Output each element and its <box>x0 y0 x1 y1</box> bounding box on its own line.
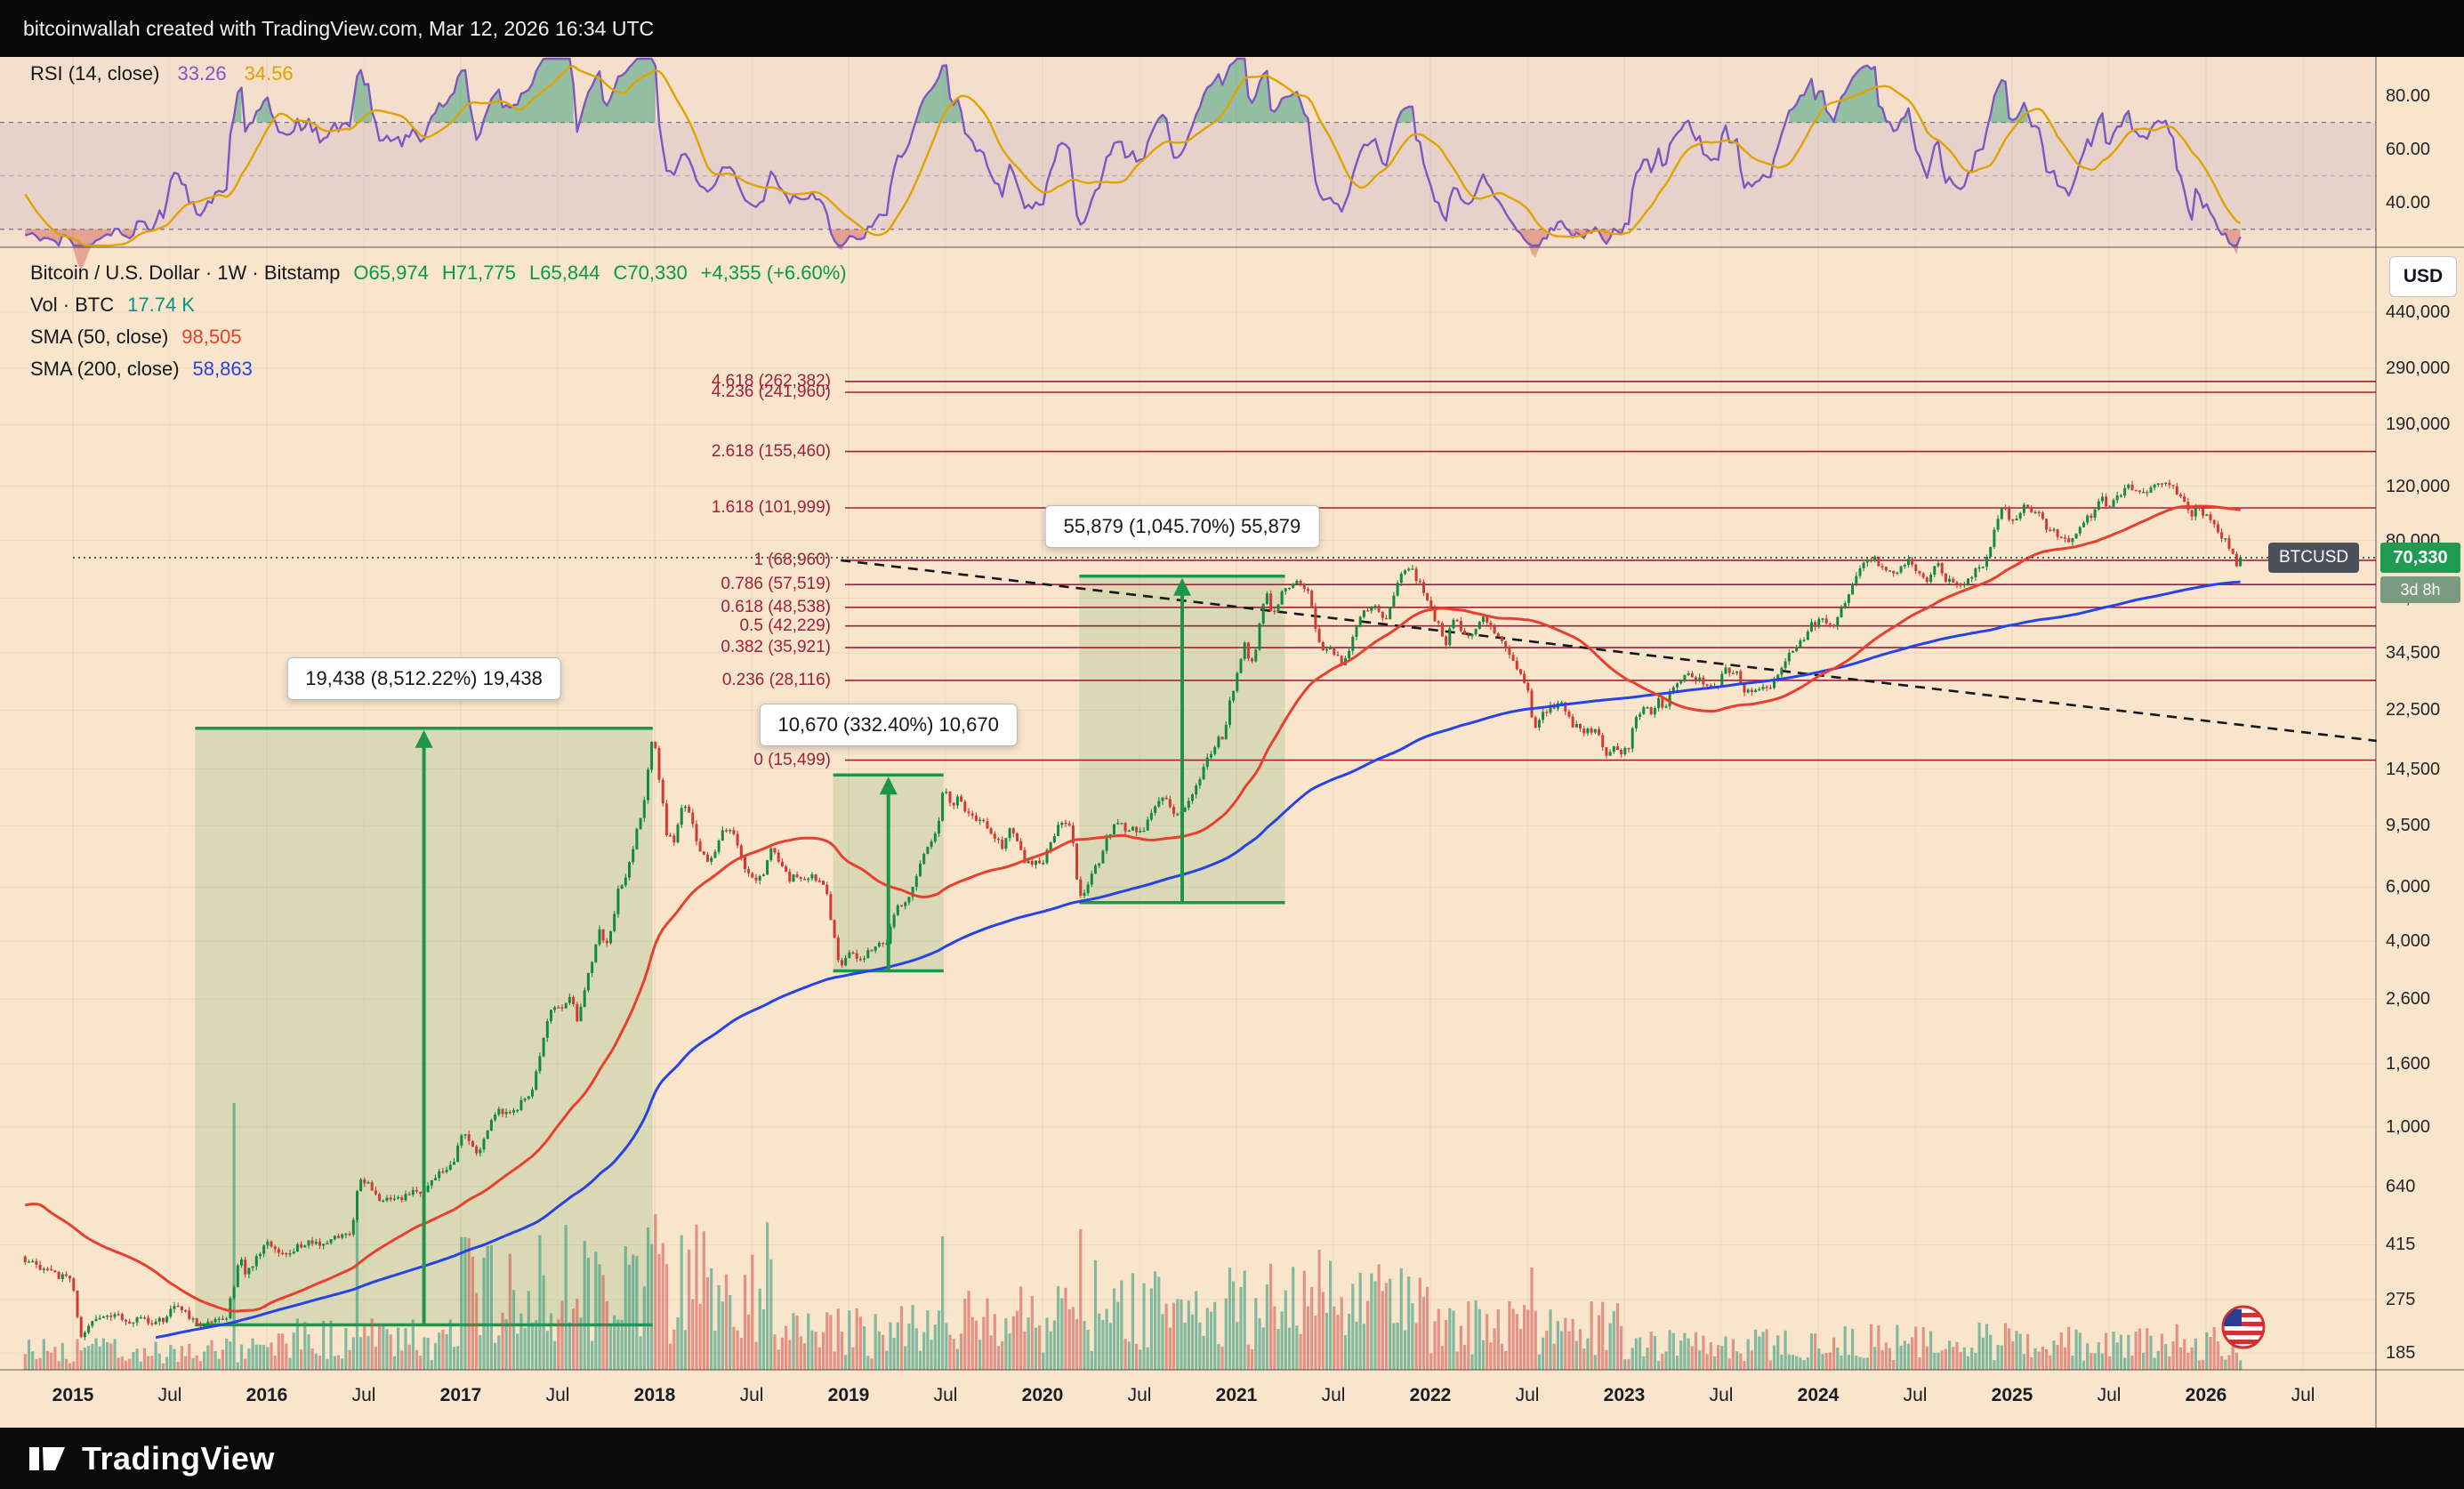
fib-level-label: 1 (68,960) <box>753 550 831 569</box>
time-axis-label: 2016 <box>246 1385 288 1405</box>
fib-level-label: 0.618 (48,538) <box>721 597 831 616</box>
time-axis-label: Jul <box>351 1385 376 1405</box>
time-axis-label: 2025 <box>1991 1385 2033 1405</box>
volume-row[interactable]: Vol · BTC 17.74 K <box>30 294 847 317</box>
price-scale-label: 290,000 <box>2386 358 2451 378</box>
rsi-scale-label: 80.00 <box>2386 85 2431 106</box>
time-axis-label: Jul <box>2097 1385 2122 1405</box>
time-axis-label: Jul <box>1321 1385 1346 1405</box>
price-scale[interactable]: 440,000290,000190,000120,00080,00052,000… <box>2386 0 2464 1428</box>
rsi-indicator-legend[interactable]: RSI (14, close) 33.26 34.56 <box>30 62 294 85</box>
fib-level-label: 0.382 (35,921) <box>721 638 831 657</box>
rsi-scale-label: 40.00 <box>2386 192 2431 213</box>
bar-countdown-badge: 3d 8h <box>2380 575 2460 603</box>
fib-level-label: 0.236 (28,116) <box>721 670 831 689</box>
time-axis-label: Jul <box>545 1385 570 1405</box>
price-scale-label: 9,500 <box>2386 816 2431 836</box>
time-axis[interactable]: 2015 Jul 2016 Jul 2017 Jul 2018 Jul 2019 Jul 2020 J… <box>0 1370 2464 1428</box>
time-axis-label: 2022 <box>1409 1385 1452 1405</box>
time-axis-label: 2024 <box>1797 1385 1840 1405</box>
ohlc-high: H71,775 <box>441 262 517 284</box>
symbol-legend: Bitcoin / U.S. Dollar · 1W · Bitstamp O6… <box>30 262 847 390</box>
symbol-ohlc-row[interactable]: Bitcoin / U.S. Dollar · 1W · Bitstamp O6… <box>30 262 847 285</box>
time-axis-label: 2017 <box>439 1385 482 1405</box>
footer-bar: TradingView <box>0 1428 2464 1489</box>
last-price-badge: 70,330 <box>2380 542 2460 573</box>
price-scale-label: 120,000 <box>2386 476 2451 496</box>
time-axis-label: Jul <box>2291 1385 2315 1405</box>
tradingview-logo-icon[interactable] <box>27 1438 68 1479</box>
price-scale-label: 640 <box>2386 1177 2416 1197</box>
fib-level-label: 0.5 (42,229) <box>739 616 831 635</box>
price-scale-label: 1,000 <box>2386 1117 2431 1138</box>
price-scale-label: 2,600 <box>2386 989 2431 1010</box>
attribution-text: bitcoinwallah created with TradingView.c… <box>23 16 655 40</box>
price-scale-label: 275 <box>2386 1290 2416 1310</box>
fib-level-label: 0.786 (57,519) <box>721 575 831 594</box>
time-axis-label: Jul <box>1515 1385 1540 1405</box>
time-axis-label: Jul <box>1903 1385 1928 1405</box>
price-scale-label: 190,000 <box>2386 415 2451 435</box>
time-axis-label: Jul <box>1709 1385 1734 1405</box>
price-scale-label: 14,500 <box>2386 759 2441 779</box>
rsi-ma-value: 34.56 <box>244 62 294 85</box>
time-axis-label: Jul <box>933 1385 958 1405</box>
price-scale-label: 4,000 <box>2386 931 2431 952</box>
volume-value: 17.74 K <box>127 294 195 316</box>
symbol-title: Bitcoin / U.S. Dollar · 1W · Bitstamp <box>30 262 341 284</box>
sma200-label: SMA (200, close) <box>30 358 180 380</box>
time-axis-label: 2015 <box>52 1385 94 1405</box>
fib-level-label: 1.618 (101,999) <box>711 497 831 517</box>
time-axis-label: 2018 <box>633 1385 676 1405</box>
sma50-row[interactable]: SMA (50, close) 98,505 <box>30 326 847 349</box>
time-axis-label: Jul <box>739 1385 764 1405</box>
symbol-badge: BTCUSD <box>2268 542 2360 573</box>
rsi-legend-title: RSI (14, close) <box>30 62 160 85</box>
time-axis-label: 2019 <box>827 1385 870 1405</box>
time-axis-label: 2026 <box>2185 1385 2227 1405</box>
publisher-logo-watermark <box>2220 1304 2267 1350</box>
price-scale-label: 6,000 <box>2386 877 2431 897</box>
rsi-value: 33.26 <box>177 62 227 85</box>
ohlc-close: C70,330 <box>613 262 688 284</box>
sma200-row[interactable]: SMA (200, close) 58,863 <box>30 358 847 381</box>
time-axis-label: 2021 <box>1215 1385 1258 1405</box>
price-scale-label: 1,600 <box>2386 1054 2431 1074</box>
price-scale-label: 22,500 <box>2386 700 2441 720</box>
time-axis-label: Jul <box>157 1385 182 1405</box>
price-scale-label: 185 <box>2386 1342 2416 1363</box>
sma50-value: 98,505 <box>181 326 242 348</box>
attribution-bar: bitcoinwallah created with TradingView.c… <box>0 0 2464 57</box>
ohlc-low: L65,844 <box>529 262 600 284</box>
price-scale-label: 415 <box>2386 1235 2416 1255</box>
fib-level-label: 4.618 (262,382) <box>711 371 831 390</box>
fib-level-label: 2.618 (155,460) <box>711 441 831 461</box>
time-axis-label: Jul <box>1127 1385 1152 1405</box>
fib-level-label: 0 (15,499) <box>753 750 831 769</box>
flag-avatar-icon <box>2221 1305 2266 1349</box>
sma50-label: SMA (50, close) <box>30 326 169 348</box>
volume-label: Vol · BTC <box>30 294 115 316</box>
fib-retracement-labels-layer: 4.618 (262,382) 4.236 (241,960) 2.618 (155… <box>0 0 838 1428</box>
tradingview-wordmark[interactable]: TradingView <box>82 1439 275 1477</box>
rsi-price-scale[interactable]: 80.00 60.00 40.00 <box>2386 0 2464 1428</box>
fib-level-label: 4.236 (241,960) <box>711 382 831 401</box>
sma200-value: 58,863 <box>192 358 253 380</box>
ohlc-open: O65,974 <box>353 262 429 284</box>
price-scale-label: 440,000 <box>2386 302 2451 322</box>
price-scale-label: 34,500 <box>2386 643 2441 664</box>
rsi-scale-label: 60.00 <box>2386 139 2431 159</box>
time-axis-label: 2023 <box>1603 1385 1646 1405</box>
price-change: +4,355 (+6.60%) <box>700 262 847 284</box>
usd-scale-button[interactable]: USD <box>2389 256 2457 297</box>
time-axis-label: 2020 <box>1021 1385 1064 1405</box>
